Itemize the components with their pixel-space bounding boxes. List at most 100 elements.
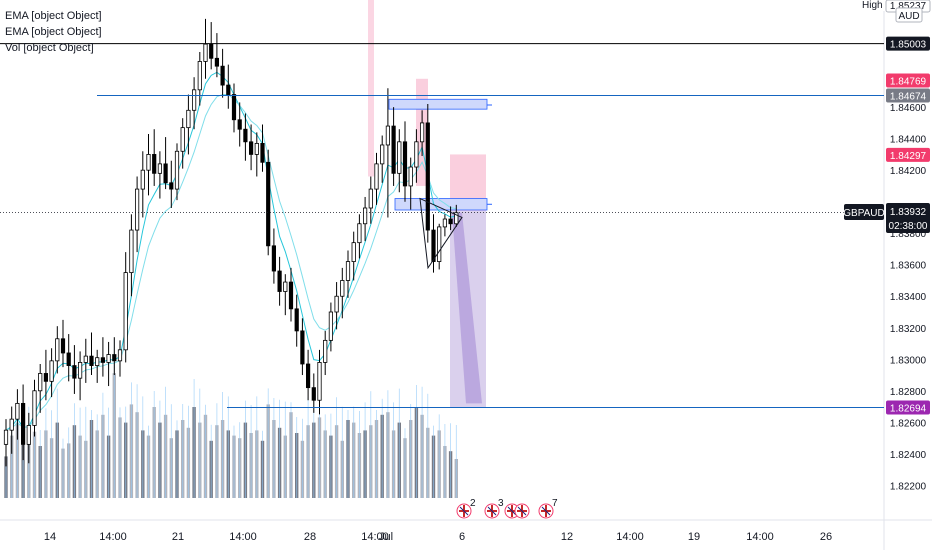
x-tick-label: 28 [304,531,316,543]
candle-body [431,229,436,262]
candle-body [288,281,294,310]
candle-body [408,166,413,187]
zone-pink-top [368,0,374,177]
candle-body [300,330,305,365]
y-tick-label: 1.82600 [890,418,927,429]
price-level-text: 1.84297 [890,151,927,162]
high-tag-label: High [862,0,883,11]
flag-gb-icon[interactable]: 3 [484,498,504,519]
triangle-drawing [419,197,463,270]
candle-body [397,141,402,174]
y-tick-label: 1.83600 [890,261,927,272]
candle-body [402,141,408,187]
candle-body [60,338,66,354]
countdown: 02:38:00 [889,221,928,232]
candle-body [152,154,157,174]
symbol-tag: GBPAUD [843,204,885,220]
candle-body [134,188,140,231]
candle-body [146,154,151,171]
candle-body [231,94,237,121]
price-level-label [886,400,930,415]
candle-body [374,163,379,190]
candle-body [260,142,265,163]
flag-gb-icon[interactable]: 2 [456,498,476,519]
price-level-label [886,88,930,103]
x-tick-label: Jul [379,531,393,543]
flag-diag [487,506,497,516]
candle-body [191,89,197,111]
candle-body [391,125,396,174]
candle-body [448,218,453,225]
flag-diag [541,506,551,516]
candle-body [237,119,242,130]
flag-gb-icon[interactable]: 7 [538,498,558,519]
x-tick-label: 14:00 [361,531,389,543]
candle-body [180,127,185,152]
candle-body [203,43,208,62]
high-tag: High [858,0,894,11]
event-markers[interactable]: 2 3 7 [456,498,558,519]
candle-body [83,355,88,363]
candle-body [437,226,442,262]
x-tick-label: 14:00 [616,531,644,543]
projection-arrow [452,212,482,404]
x-tick-label: 14:00 [746,531,774,543]
flag-diag [459,506,469,516]
last-price: 1.83932 [890,207,927,218]
candle-body [385,125,391,146]
candle-body [271,245,277,272]
candle-body [3,429,9,445]
trade-zones [368,0,492,408]
event-count: 2 [470,498,476,509]
candle-body [209,43,214,59]
price-level-text: 1.82694 [890,403,927,414]
y-tick-label: 1.82800 [890,387,927,398]
candle-body [362,207,368,225]
price-level-label [886,36,930,51]
y-tick-label: 1.84200 [890,166,927,177]
candle-body [414,141,419,168]
candle-body [100,357,105,363]
candle-body [123,272,128,351]
candle-body [254,142,259,155]
legend-ema-2[interactable]: EMA [object Object] [5,26,102,38]
flag-gb-icon[interactable] [514,503,530,519]
flag-diag [517,506,527,516]
volume-bars [4,339,458,498]
price-level-label [886,73,930,88]
candle-body [277,270,282,292]
candle-body [323,339,328,363]
high-value: 1.85237 [890,1,927,12]
candle-body [163,163,168,184]
currency-tag[interactable]: AUD [895,7,923,23]
symbol-label: GBPAUD [843,208,885,219]
price-axis[interactable]: 1.85003 1.84769 1.84674 1.84297 1.82694 1.846… [886,36,930,493]
x-tick-label: 26 [820,531,832,543]
candle-body [186,109,191,129]
candle-body [248,141,254,155]
candle-body [55,338,60,362]
candles [3,18,463,467]
candle-body [283,281,288,292]
candle-body [425,122,430,231]
candle-body [317,362,322,401]
flag-diag [507,506,517,516]
candle-body [214,57,219,67]
y-tick-label: 1.84600 [890,103,927,114]
event-count: 3 [498,498,504,509]
y-tick-label: 1.83400 [890,292,927,303]
candle-body [117,349,123,362]
legend-volume[interactable]: Vol [object Object] [5,42,94,54]
candle-body [140,169,145,190]
legend-ema-1[interactable]: EMA [object Object] [5,10,102,22]
candle-body [328,311,334,341]
candle-body [220,65,225,86]
candle-body [49,360,54,382]
y-tick-label: 1.83800 [890,229,927,240]
x-tick-label: 14:00 [99,531,127,543]
candle-body [15,402,20,420]
candle-body [20,402,26,445]
